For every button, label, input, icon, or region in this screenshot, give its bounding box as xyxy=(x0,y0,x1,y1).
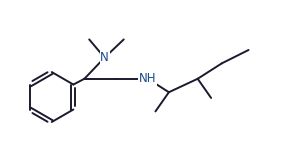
Text: N: N xyxy=(100,51,109,64)
Text: NH: NH xyxy=(139,72,156,85)
